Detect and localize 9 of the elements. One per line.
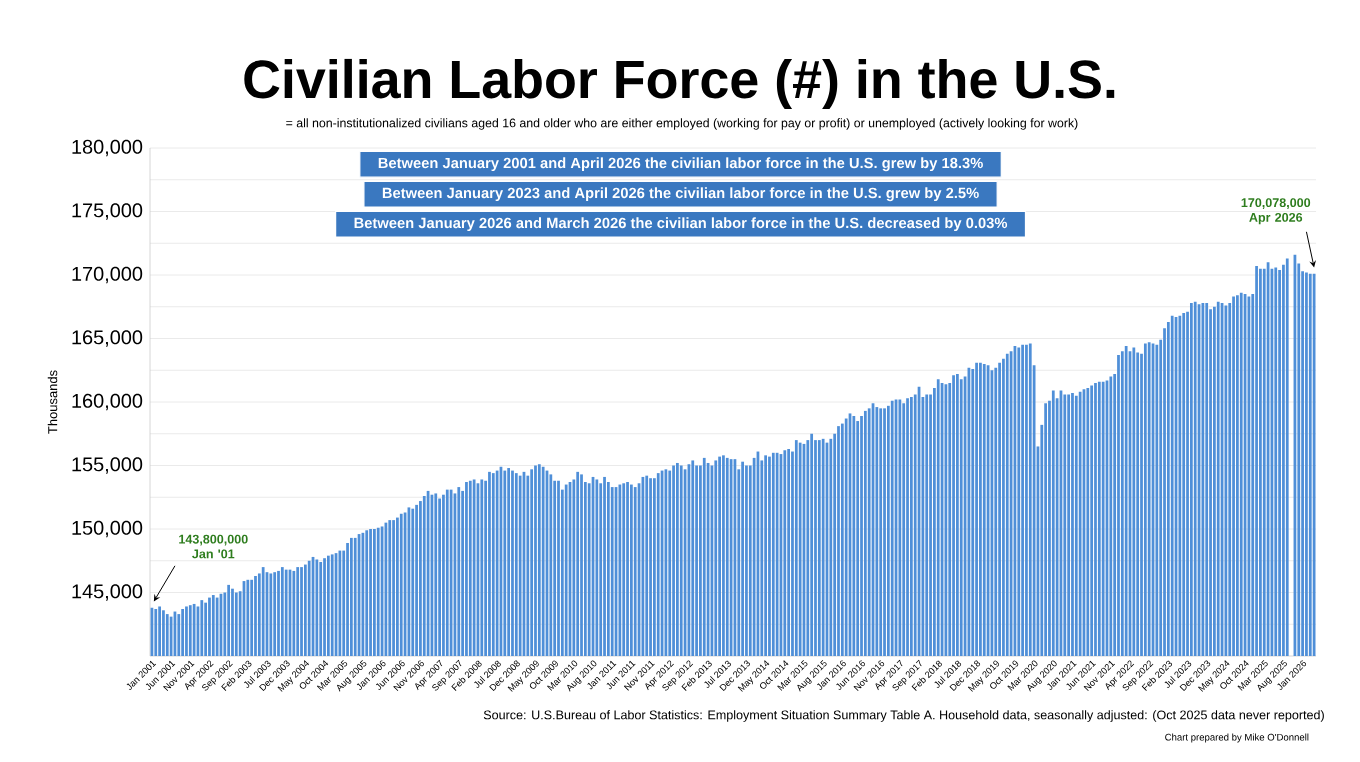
y-tick-label: 170,000 <box>72 266 143 284</box>
y-tick-label: 165,000 <box>72 330 143 347</box>
y-tick-label: 180,000 <box>72 139 143 157</box>
y-tick-label: 155,000 <box>72 457 143 474</box>
chart-title: Civilian Labor Force (#) in the U.S. <box>244 58 1115 110</box>
y-tick-label: 145,000 <box>72 584 143 601</box>
y-tick-label: 150,000 <box>72 520 143 538</box>
y-tick-label: 175,000 <box>72 203 143 220</box>
y-tick-label: 160,000 <box>72 393 143 411</box>
